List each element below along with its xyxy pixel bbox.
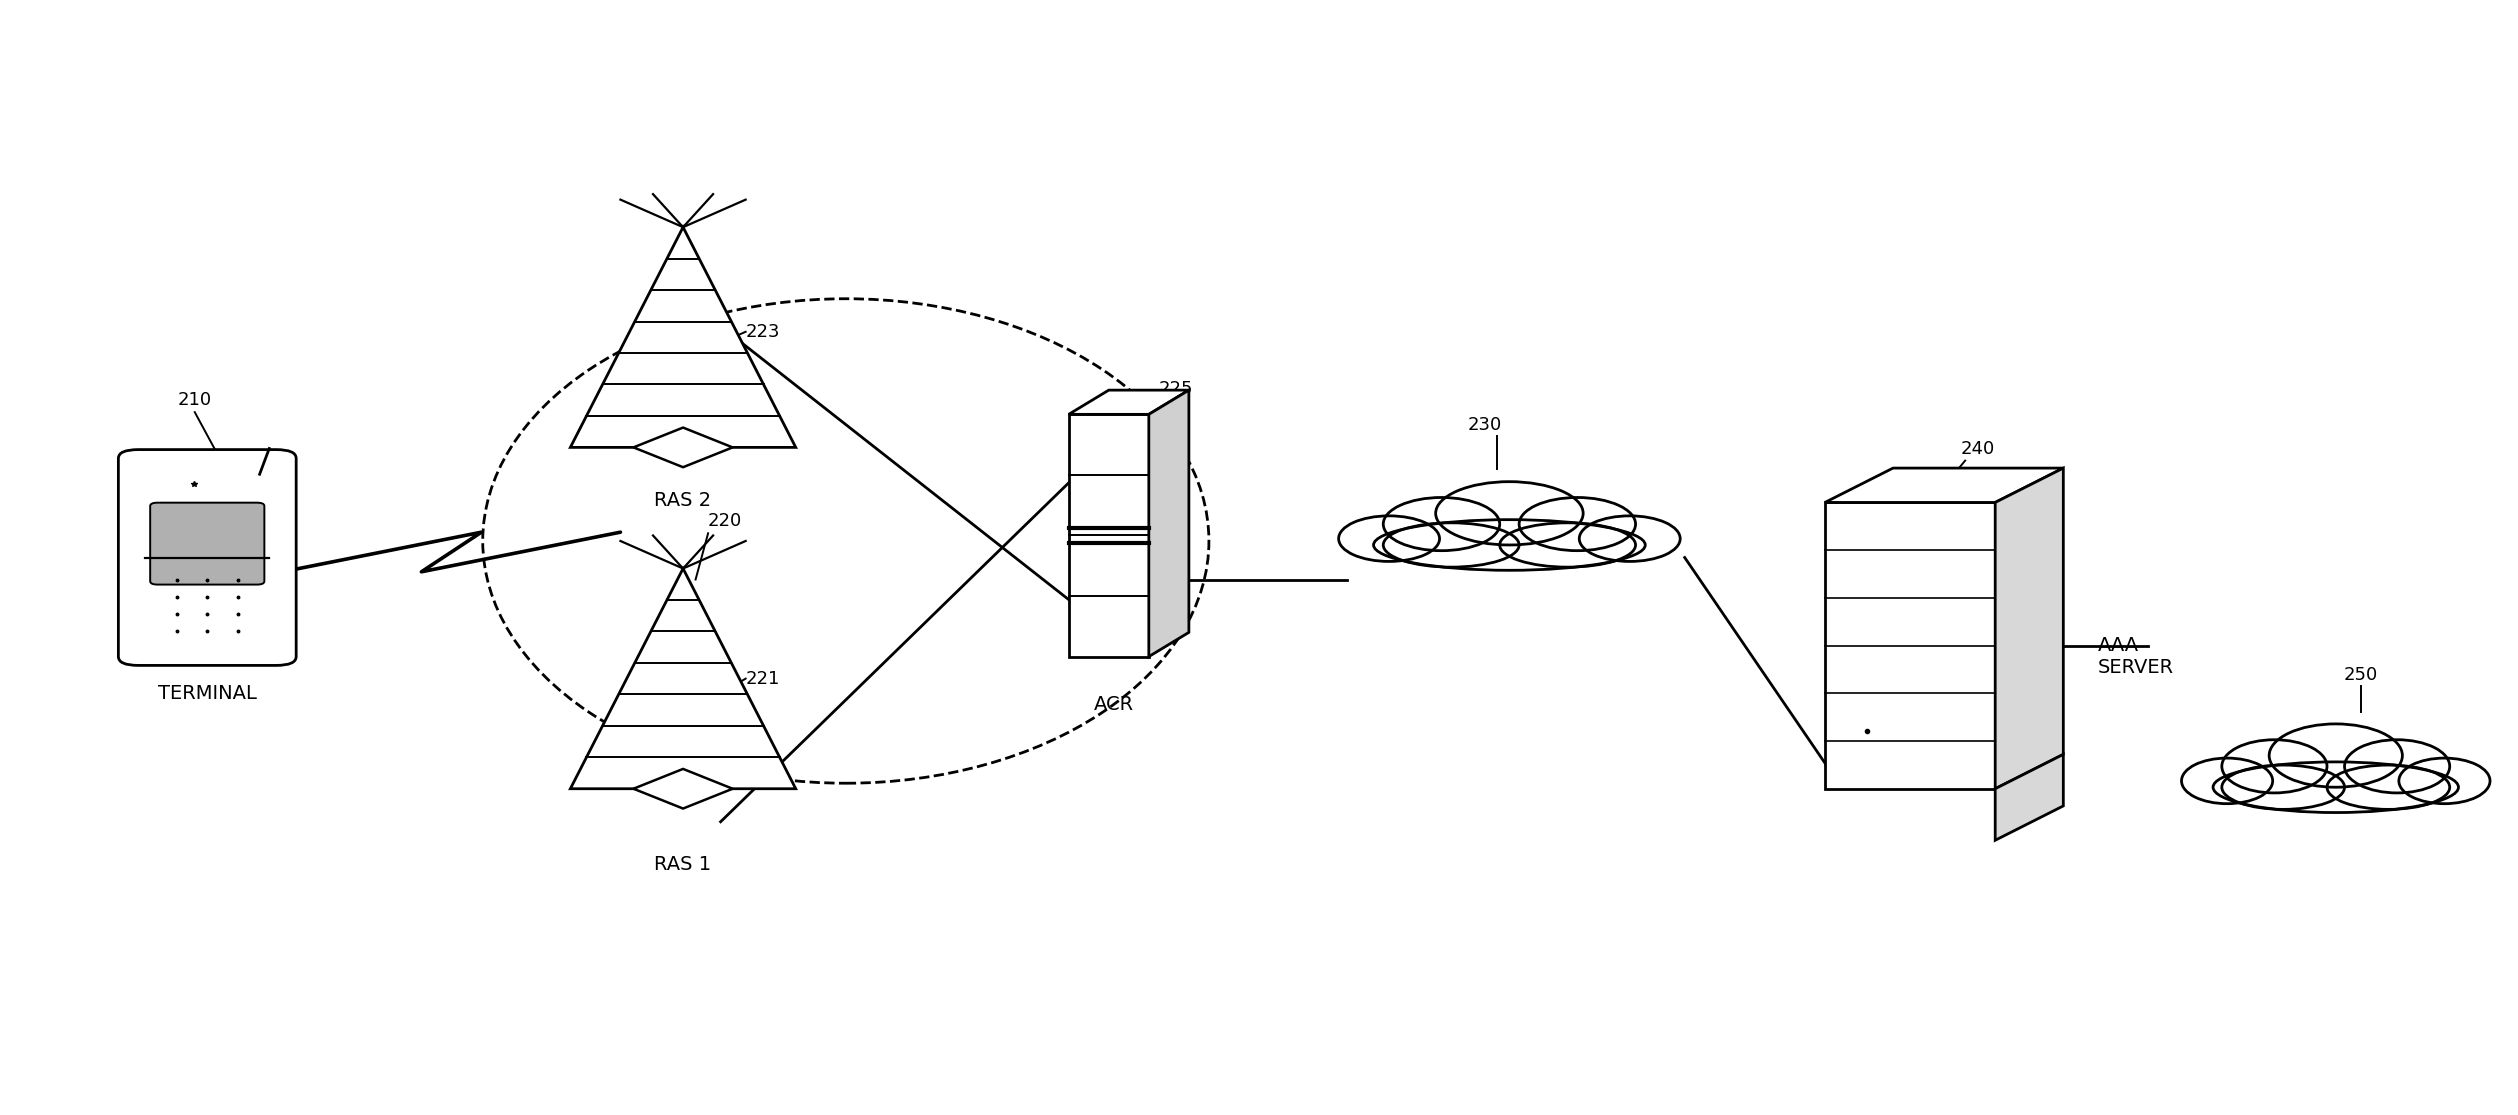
Polygon shape xyxy=(572,569,796,788)
Ellipse shape xyxy=(2344,739,2450,793)
Text: 240: 240 xyxy=(1959,440,1994,458)
Polygon shape xyxy=(1068,390,1188,415)
Text: 230: 230 xyxy=(1468,416,1501,434)
Ellipse shape xyxy=(2221,739,2327,793)
Text: AAA
SERVER: AAA SERVER xyxy=(2097,636,2173,677)
Text: TERMINAL: TERMINAL xyxy=(159,685,257,704)
Ellipse shape xyxy=(2269,724,2402,787)
Text: 250: 250 xyxy=(2344,666,2377,685)
Ellipse shape xyxy=(1501,523,1637,568)
Polygon shape xyxy=(635,769,733,808)
Ellipse shape xyxy=(1435,482,1584,545)
Ellipse shape xyxy=(2181,758,2274,804)
FancyBboxPatch shape xyxy=(151,503,264,584)
FancyBboxPatch shape xyxy=(118,449,297,666)
Text: 210: 210 xyxy=(179,391,212,409)
Polygon shape xyxy=(1994,468,2062,788)
Text: 225: 225 xyxy=(1158,380,1194,398)
Ellipse shape xyxy=(2213,762,2458,813)
Text: ACR: ACR xyxy=(1093,695,1133,714)
Text: IP
NETWORK: IP NETWORK xyxy=(1460,521,1559,562)
Ellipse shape xyxy=(1518,497,1637,551)
Text: RAS 1: RAS 1 xyxy=(655,855,713,874)
Ellipse shape xyxy=(2327,765,2450,809)
Polygon shape xyxy=(1826,468,2062,503)
Ellipse shape xyxy=(1382,497,1501,551)
Ellipse shape xyxy=(1579,516,1680,562)
Polygon shape xyxy=(572,227,796,447)
Ellipse shape xyxy=(1372,520,1644,570)
Polygon shape xyxy=(1068,415,1148,657)
Text: 220: 220 xyxy=(708,512,743,530)
Polygon shape xyxy=(1994,755,2062,841)
Text: 223: 223 xyxy=(745,322,781,341)
Polygon shape xyxy=(635,427,733,467)
Ellipse shape xyxy=(2221,765,2344,809)
Text: 221: 221 xyxy=(745,670,781,688)
Polygon shape xyxy=(1148,390,1188,657)
Polygon shape xyxy=(1826,503,1994,788)
Ellipse shape xyxy=(2400,758,2490,804)
Text: PUBLIC
IP NETWORK: PUBLIC IP NETWORK xyxy=(2274,763,2397,804)
Ellipse shape xyxy=(1382,523,1518,568)
Ellipse shape xyxy=(1340,516,1440,562)
Text: RAS 2: RAS 2 xyxy=(655,492,713,511)
